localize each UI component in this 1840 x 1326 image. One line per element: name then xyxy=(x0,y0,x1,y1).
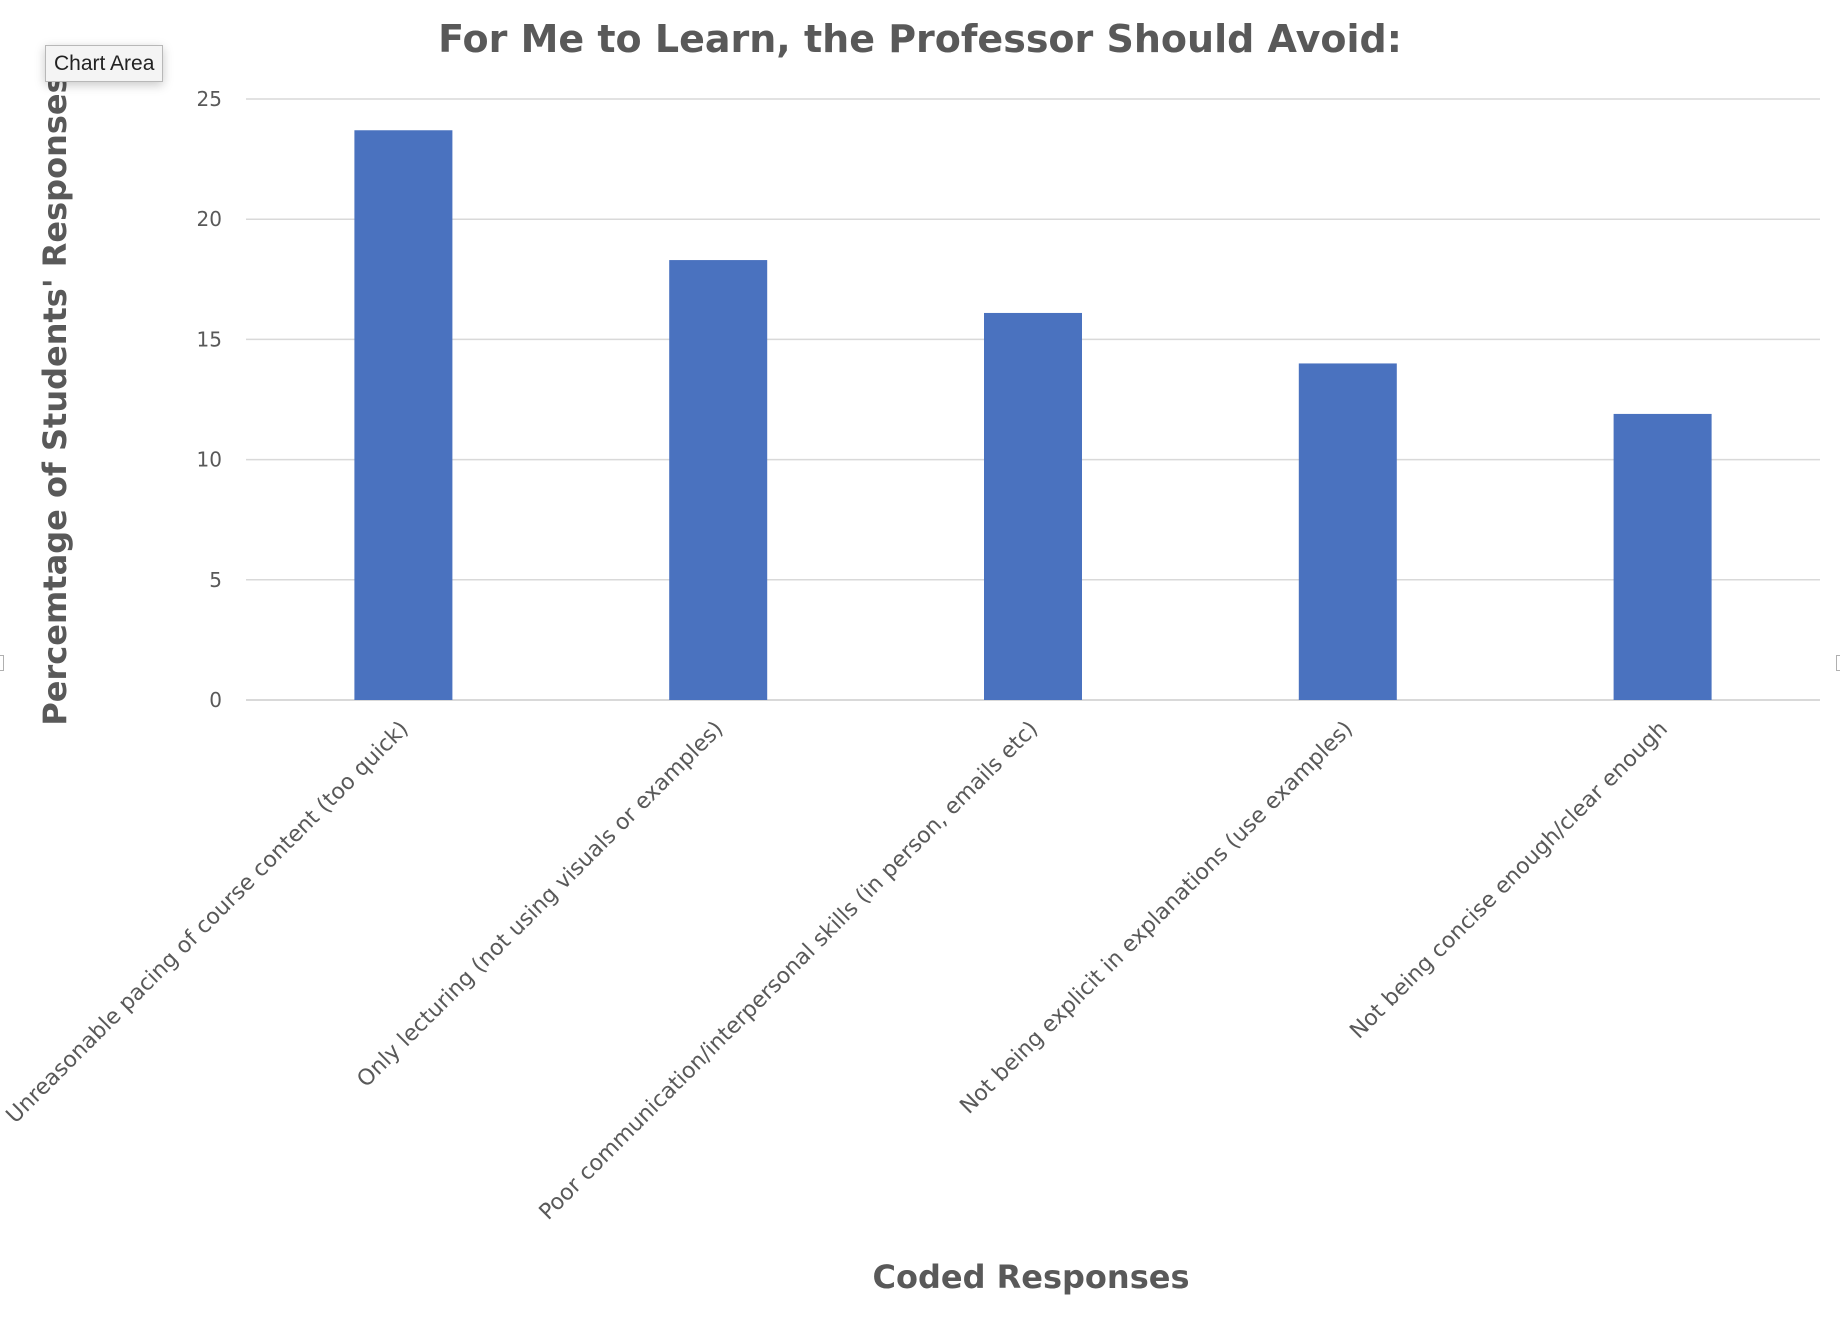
x-axis-title: Coded Responses xyxy=(873,1258,1190,1296)
chart-title: For Me to Learn, the Professor Should Av… xyxy=(438,17,1402,61)
y-tick-label: 25 xyxy=(197,87,222,111)
y-tick-label: 0 xyxy=(209,688,222,712)
x-tick-label: Not being explicit in explanations (use … xyxy=(955,717,1358,1120)
y-axis-title: Percemtage of Students' Responses xyxy=(36,74,74,725)
x-tick-label: Only lecturing (not using visuals or exa… xyxy=(353,717,729,1093)
bar[interactable] xyxy=(1298,363,1397,700)
chart-resize-handle-left[interactable] xyxy=(0,655,4,671)
chart-area-tooltip: Chart Area xyxy=(45,45,164,83)
x-tick-label: Unreasonable pacing of course content (t… xyxy=(2,717,414,1129)
bars xyxy=(354,130,1712,700)
bar[interactable] xyxy=(984,312,1082,700)
y-tick-label: 10 xyxy=(197,448,222,472)
y-axis-tick-labels: 0 5 10 15 20 25 xyxy=(197,87,222,712)
y-tick-label: 15 xyxy=(197,327,222,351)
x-tick-label: Not being concise enough/clear enough xyxy=(1345,717,1672,1044)
x-axis-tick-labels: Unreasonable pacing of course content (t… xyxy=(2,717,1673,1226)
x-tick-label: Poor communication/interpersonal skills … xyxy=(535,717,1044,1226)
bar[interactable] xyxy=(354,130,453,700)
bar[interactable] xyxy=(1613,413,1712,700)
y-tick-label: 5 xyxy=(209,568,222,592)
y-tick-label: 20 xyxy=(197,207,222,231)
bar[interactable] xyxy=(669,260,768,700)
chart-resize-handle-right[interactable] xyxy=(1836,655,1840,671)
